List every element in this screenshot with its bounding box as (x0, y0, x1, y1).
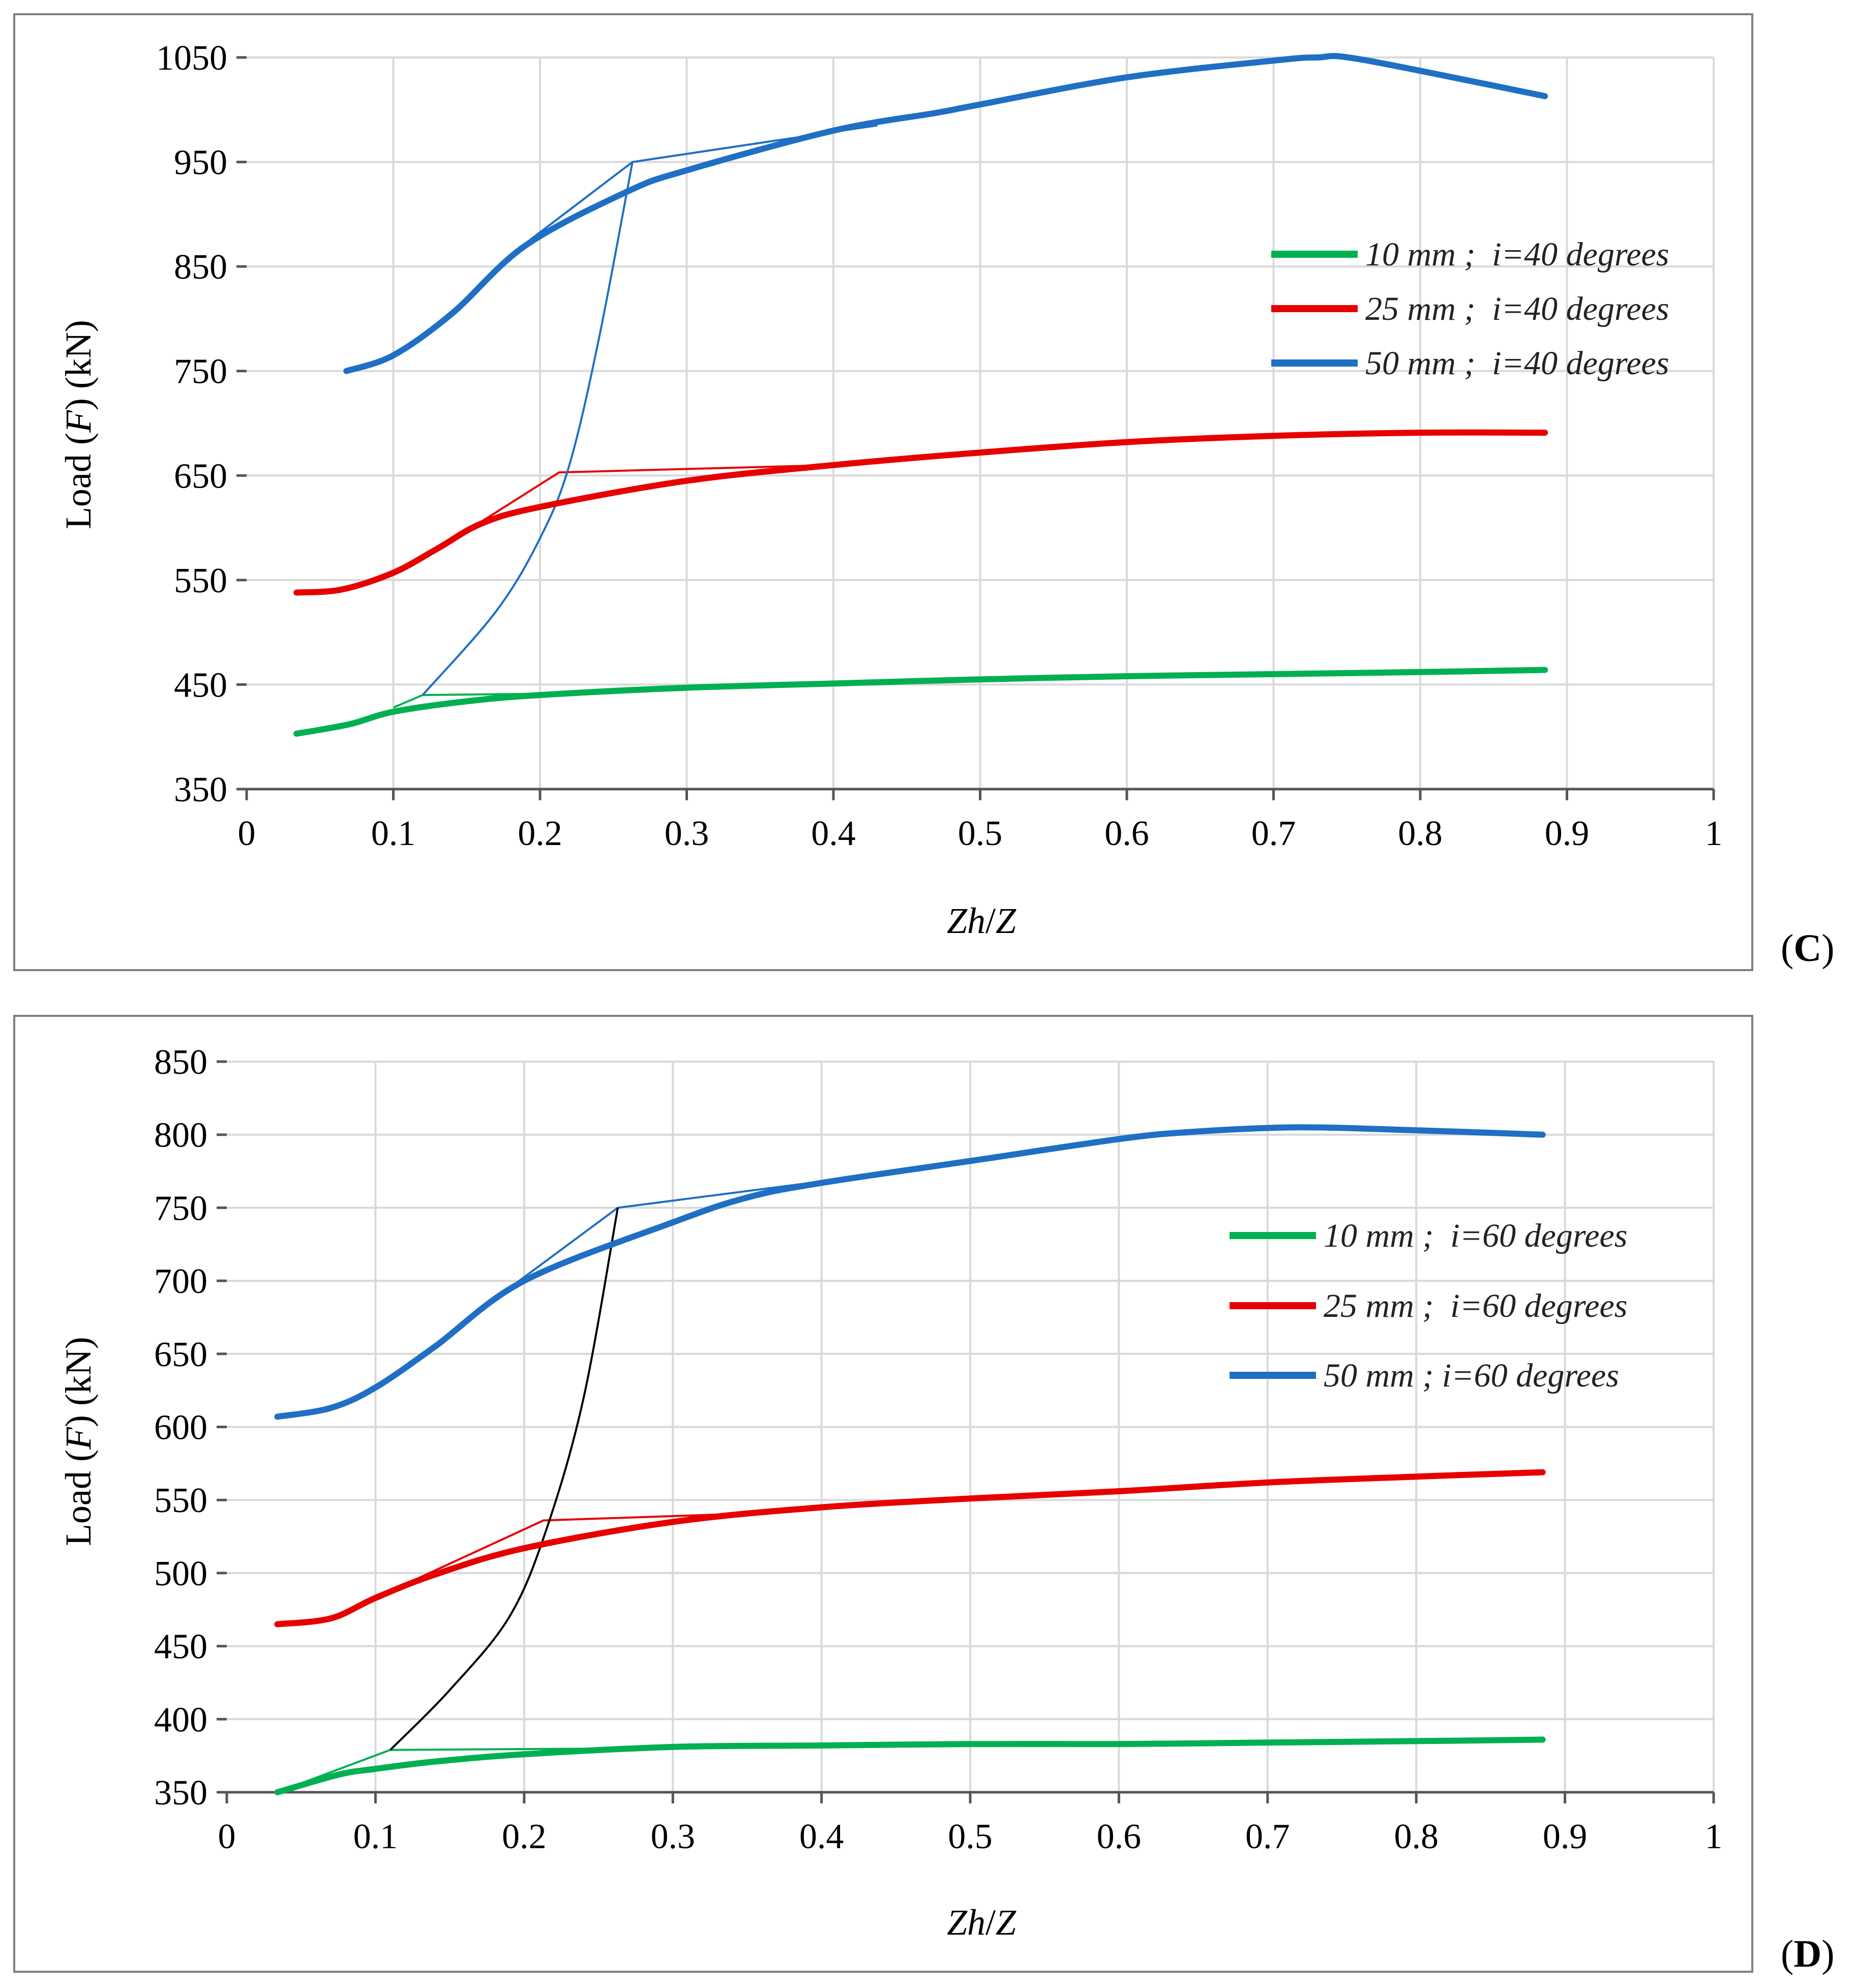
legend-label: 10 mm ; i=60 degrees (1324, 1217, 1627, 1254)
y-tick-label: 600 (154, 1408, 207, 1448)
series-line-1 (293, 667, 1548, 737)
x-tick-label: 0.6 (1097, 1817, 1142, 1856)
series-line-2 (293, 429, 1548, 596)
y-tick-label: 400 (154, 1700, 207, 1739)
x-axis-label: Zh/Z (947, 1902, 1016, 1943)
x-tick-label: 0.4 (811, 814, 856, 853)
legend: 10 mm ; i=60 degrees 25 mm ; i=60 degree… (1230, 1217, 1627, 1394)
x-tick-label: 0.7 (1251, 814, 1296, 853)
approximation-line (508, 1180, 822, 1289)
y-axis-label: Load (F) (kN) (58, 1337, 99, 1546)
legend-label: 50 mm ; i=40 degrees (1365, 345, 1669, 382)
x-tick-label: 0.1 (371, 814, 416, 853)
x-tick-label: 0.3 (665, 814, 709, 853)
y-tick-label: 500 (154, 1554, 207, 1593)
approximation-line (375, 1513, 717, 1599)
x-tick-label: 0.1 (353, 1817, 398, 1856)
y-tick-label: 800 (154, 1116, 207, 1155)
x-tick-label: 0.2 (502, 1817, 547, 1856)
y-tick-label: 700 (154, 1262, 207, 1301)
x-tick-label: 0 (218, 1817, 236, 1856)
approximation-line (524, 124, 878, 245)
y-tick-label: 1050 (156, 39, 227, 78)
chart-panel-d: 350 400 450 500 550 600 650 700 750 800 850 0 0.1 0.2… (13, 1015, 1835, 1975)
x-tick-label: 0.6 (1104, 814, 1149, 853)
y-axis-label: Load (F) (kN) (58, 320, 99, 529)
y-tick-label: 450 (174, 666, 227, 705)
x-tick-label: 0.9 (1545, 814, 1590, 853)
y-tick-label: 750 (174, 352, 227, 391)
y-tick-label: 350 (174, 770, 227, 809)
approximation-line (277, 1747, 629, 1793)
x-axis-label: Zh/Z (947, 900, 1016, 941)
y-tick-label: 550 (174, 561, 227, 600)
y-tick-label: 750 (154, 1189, 207, 1228)
panel-label: (C) (1781, 927, 1835, 970)
chart-frame (13, 13, 1753, 971)
x-tick-label: 1 (1705, 814, 1723, 853)
y-tick-label: 850 (154, 1043, 207, 1082)
legend-item: 25 mm ; i=60 degrees (1230, 1287, 1627, 1324)
approximation-line (466, 464, 834, 532)
chart-frame (13, 1015, 1753, 1973)
legend-item: 10 mm ; i=60 degrees (1230, 1217, 1627, 1254)
legend-item: 25 mm ; i=40 degrees (1271, 290, 1669, 327)
chart-panel-c: 350 450 550 650 750 850 950 1050 0 0.1 0.2 0.3 0.4 0.… (13, 13, 1835, 971)
legend-item: 50 mm ; i=40 degrees (1271, 345, 1669, 382)
y-tick-label: 350 (154, 1773, 207, 1813)
legend-label: 50 mm ; i=60 degrees (1324, 1357, 1619, 1394)
series-line-3 (274, 1124, 1546, 1420)
y-tick-label: 650 (174, 457, 227, 496)
x-tick-label: 0.5 (958, 814, 1003, 853)
y-tick-label: 850 (174, 248, 227, 287)
x-tick-label: 0.7 (1245, 1817, 1290, 1856)
x-tick-label: 0.5 (948, 1817, 993, 1856)
legend-label: 25 mm ; i=40 degrees (1365, 290, 1669, 327)
x-tick-label: 0 (238, 814, 256, 853)
y-tick-label: 550 (154, 1481, 207, 1520)
series-line-1 (274, 1736, 1546, 1795)
x-tick-label: 1 (1705, 1817, 1723, 1856)
panel-label: (D) (1781, 1933, 1835, 1975)
legend: 10 mm ; i=40 degrees 25 mm ; i=40 degree… (1271, 236, 1669, 382)
x-tick-label: 0.3 (650, 1817, 695, 1856)
x-tick-label: 0.8 (1394, 1817, 1439, 1856)
x-tick-label: 0.2 (518, 814, 562, 853)
legend-label: 25 mm ; i=60 degrees (1324, 1287, 1627, 1324)
series-line-2 (274, 1469, 1546, 1628)
x-tick-label: 0.9 (1543, 1817, 1588, 1856)
y-tick-label: 650 (154, 1335, 207, 1374)
legend-label: 10 mm ; i=40 degrees (1365, 236, 1669, 273)
legend-item: 50 mm ; i=60 degrees (1230, 1357, 1619, 1394)
series-line-3 (343, 53, 1548, 374)
legend-item: 10 mm ; i=40 degrees (1271, 236, 1669, 273)
x-tick-label: 0.4 (799, 1817, 844, 1856)
x-tick-label: 0.8 (1398, 814, 1443, 853)
yield-envelope-curve (422, 162, 634, 696)
y-tick-label: 450 (154, 1628, 207, 1667)
y-tick-label: 950 (174, 143, 227, 183)
